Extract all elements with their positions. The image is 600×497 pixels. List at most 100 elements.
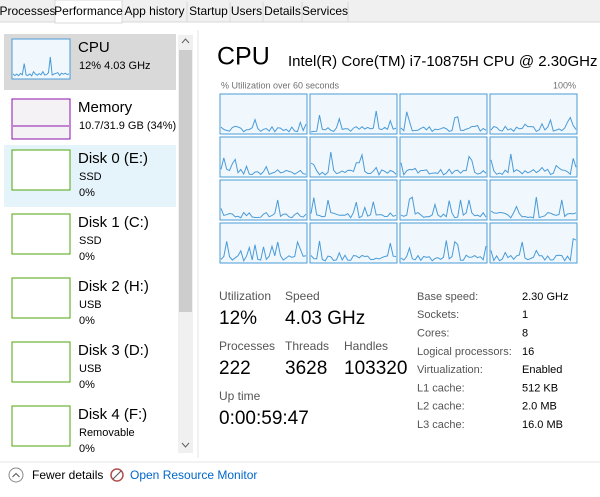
core-line bbox=[310, 240, 397, 262]
core-line bbox=[310, 152, 397, 176]
item-name[interactable]: Memory bbox=[78, 99, 133, 116]
core-line bbox=[490, 197, 577, 219]
item-line1: 10.7/31.9 GB (34%) bbox=[79, 120, 176, 132]
core-line bbox=[310, 197, 397, 219]
core-line bbox=[400, 240, 487, 262]
stat-value: 0:00:59:47 bbox=[219, 408, 309, 429]
spec-value: 16 bbox=[522, 346, 534, 358]
scroll-down[interactable] bbox=[181, 442, 190, 448]
item-name[interactable]: Disk 3 (D:) bbox=[78, 342, 149, 359]
fewer-icon[interactable] bbox=[8, 467, 24, 483]
monitor-icon bbox=[110, 468, 124, 482]
spec-value: 1 bbox=[522, 309, 528, 321]
spec-value: 2.30 GHz bbox=[522, 291, 568, 303]
thumbnail bbox=[11, 277, 71, 319]
core-line bbox=[220, 199, 307, 219]
main-title: CPU bbox=[217, 43, 270, 71]
spec-value: 512 KB bbox=[522, 382, 558, 394]
tab[interactable]: Startup bbox=[189, 4, 228, 18]
item-line1: SSD bbox=[79, 235, 102, 247]
spec-label: Sockets: bbox=[417, 309, 459, 321]
thumbnail bbox=[11, 341, 71, 383]
thumbnail-line bbox=[12, 56, 70, 77]
item-line1: 12% 4.03 GHz bbox=[79, 60, 151, 72]
stat-label: Utilization bbox=[219, 289, 271, 303]
tab[interactable]: Services bbox=[302, 4, 348, 18]
spec-value: 16.0 MB bbox=[522, 419, 563, 431]
core-line bbox=[220, 157, 307, 176]
fewer-chevron bbox=[12, 472, 20, 478]
stat-label: Handles bbox=[344, 339, 388, 353]
spec-value: Enabled bbox=[522, 364, 562, 376]
stat-label: Processes bbox=[219, 339, 275, 353]
item-line1: USB bbox=[79, 363, 102, 375]
core-line bbox=[400, 196, 487, 219]
core-graph bbox=[399, 136, 488, 178]
thumbnail bbox=[11, 405, 71, 447]
spec-value: 8 bbox=[522, 328, 528, 340]
core-line bbox=[220, 118, 307, 133]
core-graph bbox=[309, 93, 398, 135]
item-line2: 0% bbox=[79, 315, 95, 327]
item-line1: Removable bbox=[79, 427, 135, 439]
tab[interactable]: Performance bbox=[54, 4, 123, 18]
item-line1: SSD bbox=[79, 171, 102, 183]
core-line bbox=[490, 116, 577, 133]
tab[interactable]: Users bbox=[231, 4, 262, 18]
resource-monitor-link[interactable]: Open Resource Monitor bbox=[130, 468, 257, 482]
stat-value: 222 bbox=[219, 358, 251, 379]
spec-label: L1 cache: bbox=[417, 382, 465, 394]
fewer-details[interactable]: Fewer details bbox=[32, 468, 103, 482]
tab[interactable]: Processes bbox=[0, 4, 56, 18]
thumbnail bbox=[11, 38, 71, 80]
item-name[interactable]: Disk 0 (E:) bbox=[78, 150, 148, 167]
core-graph bbox=[309, 179, 398, 221]
processor: Intel(R) Core(TM) i7-10875H CPU @ 2.30GH… bbox=[288, 53, 597, 70]
core-graph bbox=[399, 179, 488, 221]
active-tab bbox=[54, 0, 123, 24]
item-name[interactable]: Disk 2 (H:) bbox=[78, 278, 149, 295]
spec-label: Cores: bbox=[417, 328, 449, 340]
tab[interactable]: App history bbox=[124, 4, 184, 18]
stat-label: Speed bbox=[285, 289, 320, 303]
item-line2: 0% bbox=[79, 251, 95, 263]
stat-value: 3628 bbox=[285, 358, 327, 379]
thumbnail bbox=[11, 149, 71, 191]
core-graph bbox=[489, 136, 578, 178]
item-line2: 0% bbox=[79, 187, 95, 199]
monitor-icon-line bbox=[112, 470, 122, 480]
stat-value: 4.03 GHz bbox=[285, 308, 365, 329]
spec-label: Base speed: bbox=[417, 291, 478, 303]
item-name[interactable]: Disk 4 (F:) bbox=[78, 406, 147, 423]
core-line bbox=[400, 111, 487, 133]
thumbnail bbox=[11, 213, 71, 255]
core-graph bbox=[219, 179, 308, 221]
item-line2: 0% bbox=[79, 443, 95, 455]
stat-value: 12% bbox=[219, 308, 257, 329]
graph-max: 100% bbox=[553, 80, 576, 90]
tab[interactable]: Details bbox=[264, 4, 301, 18]
core-line bbox=[400, 155, 487, 176]
spec-label: Virtualization: bbox=[417, 364, 483, 376]
item-name[interactable]: Disk 1 (C:) bbox=[78, 214, 149, 231]
scroll-up[interactable] bbox=[181, 38, 190, 44]
core-graph bbox=[489, 93, 578, 135]
stat-label: Up time bbox=[219, 389, 261, 403]
core-line bbox=[490, 153, 577, 176]
thumbnail bbox=[11, 98, 71, 140]
graph-label: % Utilization over 60 seconds bbox=[221, 80, 340, 90]
core-line bbox=[490, 237, 577, 262]
core-graph bbox=[219, 136, 308, 178]
tab-bar bbox=[0, 0, 600, 22]
stat-value: 103320 bbox=[344, 358, 407, 379]
stat-label: Threads bbox=[285, 339, 329, 353]
item-line1: USB bbox=[79, 299, 102, 311]
item-name[interactable]: CPU bbox=[78, 39, 110, 56]
core-line bbox=[220, 240, 307, 263]
spec-value: 2.0 MB bbox=[522, 401, 557, 413]
scroll-thumb[interactable] bbox=[179, 50, 192, 312]
spec-label: Logical processors: bbox=[417, 346, 512, 358]
item-line2: 0% bbox=[79, 379, 95, 391]
core-line bbox=[310, 110, 397, 133]
